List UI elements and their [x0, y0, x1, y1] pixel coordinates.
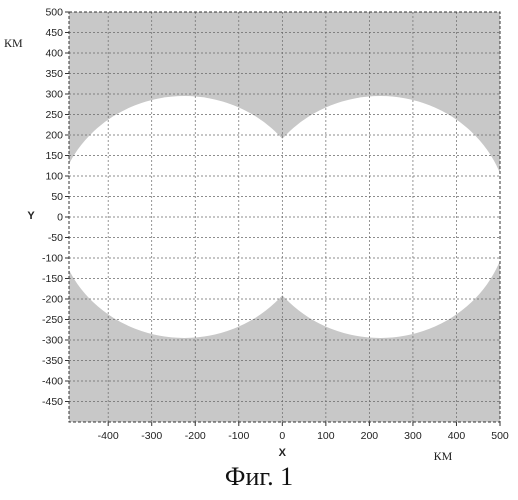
- y-tick-label: 150: [45, 150, 63, 162]
- y-tick-label: 50: [51, 191, 63, 203]
- x-tick-label: 200: [361, 430, 379, 442]
- y-tick-label: 0: [57, 212, 63, 224]
- y-tick-label: 350: [45, 68, 63, 80]
- x-tick-label: 100: [317, 430, 335, 442]
- y-tick-label: 100: [45, 171, 63, 183]
- y-axis-label: Y: [27, 210, 35, 222]
- x-tick-label: 0: [279, 430, 285, 442]
- x-axis-unit: КМ: [434, 449, 453, 463]
- x-tick-label: 300: [404, 430, 422, 442]
- y-tick-label: 300: [45, 89, 63, 101]
- y-tick-label: -300: [42, 335, 63, 347]
- x-tick-label: -100: [228, 430, 249, 442]
- x-tick-label: 500: [491, 430, 509, 442]
- y-tick-label: -50: [48, 232, 63, 244]
- y-tick-label: -150: [42, 273, 63, 285]
- y-tick-label: -200: [42, 294, 63, 306]
- y-tick-label: -250: [42, 314, 63, 326]
- y-axis-unit: КМ: [4, 36, 23, 50]
- figure-caption: Фиг. 1: [0, 462, 518, 492]
- y-tick-label: 500: [45, 7, 63, 19]
- y-tick-label: 450: [45, 27, 63, 39]
- y-tick-label: -100: [42, 253, 63, 265]
- y-tick-label: -350: [42, 355, 63, 367]
- x-tick-label: -300: [141, 430, 162, 442]
- y-tick-label: 200: [45, 130, 63, 142]
- y-tick-label: 400: [45, 48, 63, 60]
- x-axis-label: X: [279, 447, 287, 459]
- y-tick-label: 250: [45, 109, 63, 121]
- y-tick-label: -400: [42, 376, 63, 388]
- y-tick-label: -450: [42, 396, 63, 408]
- x-tick-label: -200: [185, 430, 206, 442]
- x-tick-label: 400: [448, 430, 466, 442]
- x-tick-label: -400: [98, 430, 119, 442]
